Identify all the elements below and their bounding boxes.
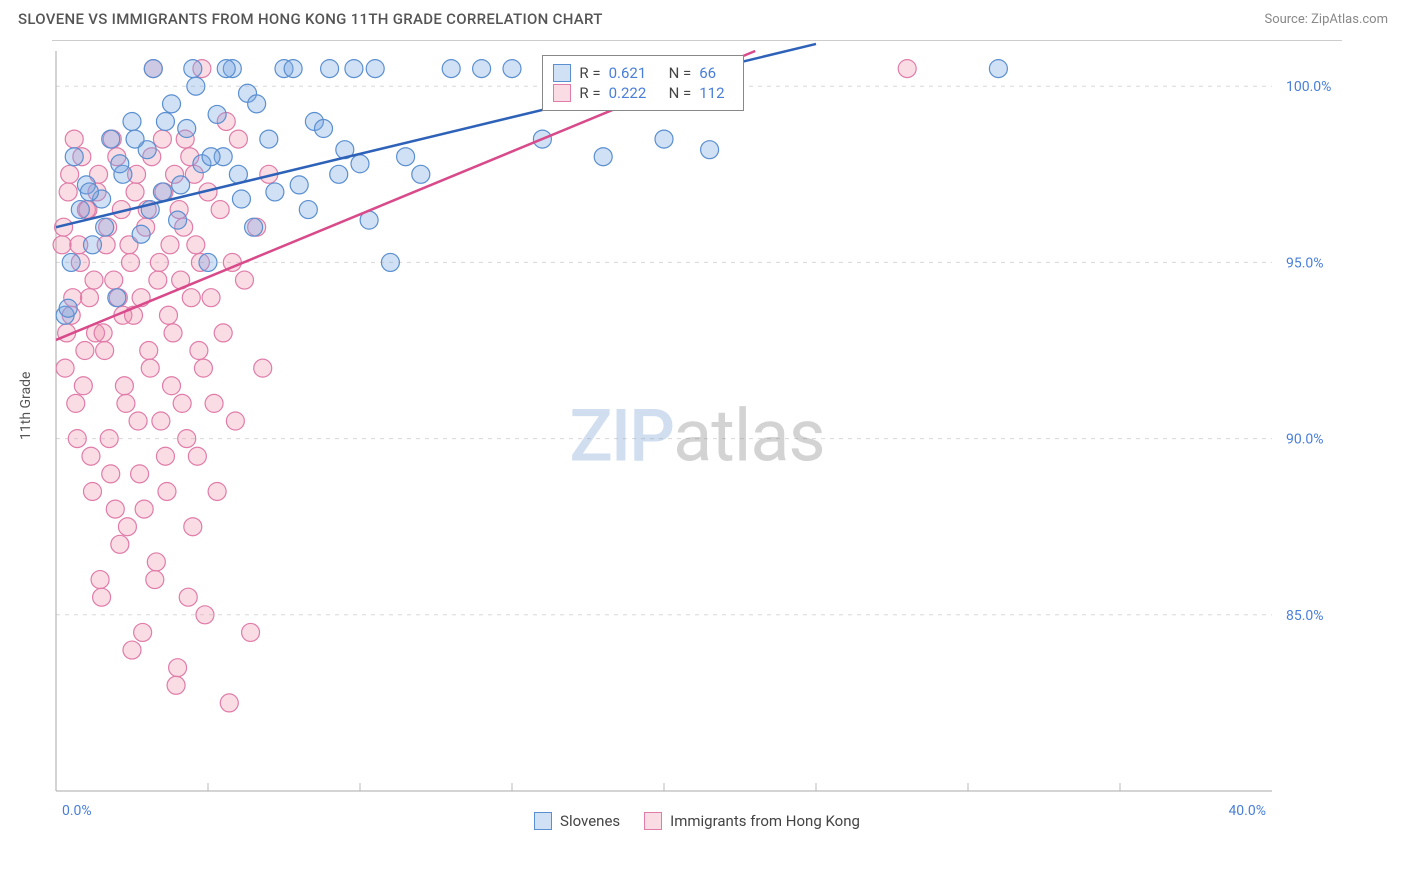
legend-item-slovenes: Slovenes [534, 812, 620, 830]
legend-label-slovenes: Slovenes [560, 812, 620, 830]
scatter-chart-svg: 85.0%90.0%95.0%100.0%0.0%40.0% [52, 41, 1342, 831]
svg-text:90.0%: 90.0% [1286, 432, 1324, 448]
svg-text:100.0%: 100.0% [1286, 79, 1331, 95]
correlation-legend-box: R =0.621N =66R =0.222N =112 [542, 55, 744, 111]
svg-text:85.0%: 85.0% [1286, 608, 1324, 624]
chart-header: SLOVENE VS IMMIGRANTS FROM HONG KONG 11T… [0, 0, 1406, 34]
legend-item-hongkong: Immigrants from Hong Kong [644, 812, 860, 830]
swatch-hongkong [644, 812, 662, 830]
swatch-slovenes [534, 812, 552, 830]
chart-source: Source: ZipAtlas.com [1264, 12, 1388, 27]
y-axis-label: 11th Grade [18, 372, 34, 440]
legend-label-hongkong: Immigrants from Hong Kong [670, 812, 860, 830]
chart-title: SLOVENE VS IMMIGRANTS FROM HONG KONG 11T… [18, 10, 603, 28]
chart-container: 85.0%90.0%95.0%100.0%0.0%40.0% ZIPatlas … [52, 40, 1342, 830]
series-legend: Slovenes Immigrants from Hong Kong [52, 804, 1342, 830]
svg-text:95.0%: 95.0% [1286, 255, 1324, 271]
